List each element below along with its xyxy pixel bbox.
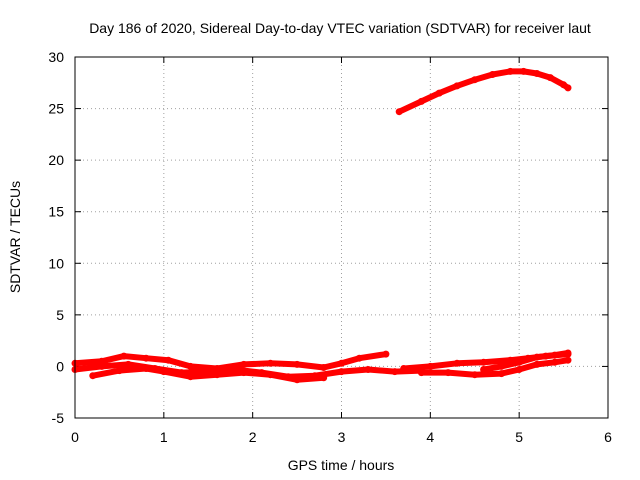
- data-point: [98, 362, 106, 370]
- data-point: [564, 84, 572, 92]
- data-point: [364, 366, 372, 373]
- data-point: [164, 356, 172, 364]
- data-point: [266, 359, 274, 367]
- data-point: [98, 357, 106, 365]
- data-point: [89, 372, 97, 380]
- data-point: [564, 349, 572, 357]
- data-point: [426, 362, 434, 370]
- data-point: [142, 354, 150, 362]
- data-point: [240, 360, 248, 368]
- y-tick-label: -5: [52, 410, 65, 426]
- data-point: [395, 108, 403, 116]
- data-point: [320, 374, 328, 382]
- data-point: [187, 362, 194, 370]
- axis-ticks: 0 1 2 3 4 5 6 -5 0 5 10 15 20 25 30: [48, 49, 612, 445]
- data-point: [400, 365, 408, 372]
- data-point: [355, 354, 363, 362]
- data-point: [471, 76, 479, 84]
- data-series: [71, 67, 572, 384]
- series-arc-c: [89, 365, 327, 383]
- x-tick-label: 5: [515, 429, 523, 445]
- data-point: [520, 67, 528, 75]
- chart-title: Day 186 of 2020, Sidereal Day-to-day VTE…: [89, 20, 591, 36]
- data-point: [497, 370, 505, 378]
- y-tick-label: 30: [48, 49, 64, 65]
- data-point: [120, 352, 128, 360]
- data-point: [417, 369, 425, 377]
- data-point: [240, 369, 248, 377]
- data-point: [338, 368, 345, 376]
- data-point: [417, 97, 425, 105]
- data-point: [551, 358, 559, 366]
- data-point: [293, 360, 301, 368]
- data-point: [533, 353, 541, 361]
- data-point: [391, 368, 399, 376]
- data-point: [320, 364, 328, 371]
- x-tick-label: 3: [338, 429, 346, 445]
- data-point: [142, 365, 150, 372]
- y-tick-label: 15: [48, 204, 64, 220]
- data-point: [480, 358, 488, 366]
- data-point: [444, 369, 452, 377]
- data-point: [453, 82, 461, 90]
- data-point: [533, 360, 541, 368]
- data-point: [497, 362, 505, 370]
- data-point: [187, 373, 194, 381]
- y-tick-label: 0: [56, 358, 64, 374]
- data-point: [115, 367, 123, 375]
- data-point: [551, 351, 559, 359]
- data-point: [213, 371, 221, 379]
- data-point: [266, 371, 274, 379]
- x-tick-label: 2: [249, 429, 257, 445]
- data-point: [533, 70, 541, 77]
- data-point: [515, 366, 523, 373]
- data-point: [453, 359, 461, 367]
- data-point: [546, 74, 554, 82]
- data-point: [124, 360, 132, 368]
- y-tick-label: 10: [48, 255, 64, 271]
- data-point: [564, 356, 572, 364]
- x-tick-label: 4: [426, 429, 434, 445]
- y-tick-label: 25: [48, 101, 64, 117]
- x-axis-label: GPS time / hours: [288, 457, 395, 473]
- data-point: [160, 368, 168, 376]
- data-point: [382, 350, 390, 358]
- data-point: [338, 359, 345, 367]
- data-point: [435, 89, 443, 97]
- x-tick-label: 6: [604, 429, 612, 445]
- data-point: [515, 358, 523, 366]
- x-tick-label: 0: [71, 429, 79, 445]
- x-tick-label: 1: [160, 429, 168, 445]
- data-point: [506, 67, 514, 75]
- data-point: [471, 371, 479, 379]
- y-tick-label: 5: [56, 307, 64, 323]
- y-tick-label: 20: [48, 152, 64, 168]
- plot-frame: [74, 56, 609, 419]
- y-axis-label: SDTVAR / TECUs: [7, 181, 23, 293]
- data-point: [480, 366, 488, 373]
- data-point: [489, 71, 496, 78]
- data-point: [293, 376, 301, 384]
